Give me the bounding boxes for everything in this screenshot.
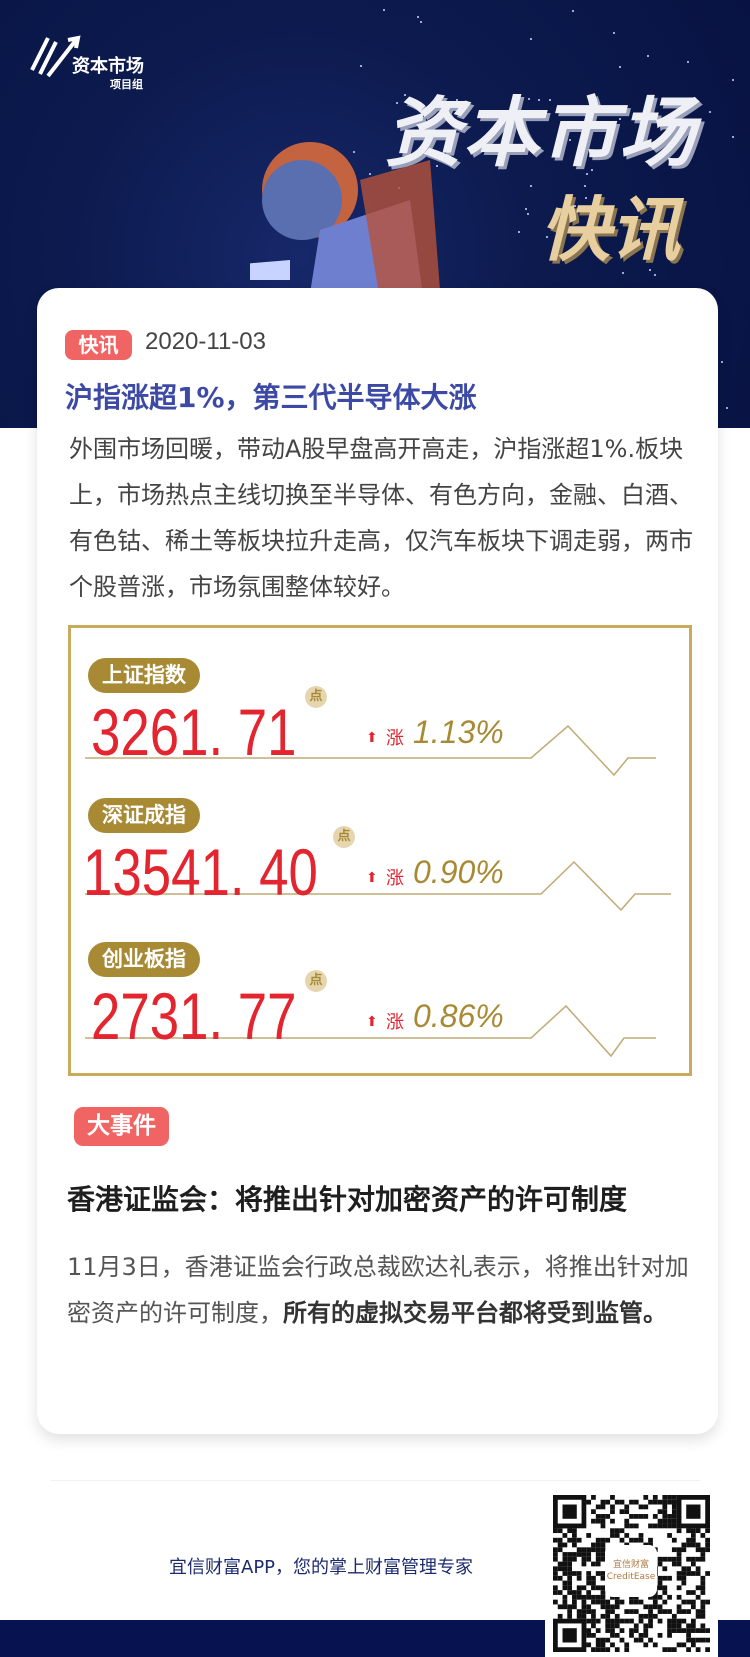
logo-title: 资本市场 (72, 56, 144, 77)
star (528, 97, 531, 100)
star (618, 66, 621, 69)
change-percent: 0.86% (413, 998, 504, 1034)
star (527, 212, 530, 215)
news-date: 2020-11-03 (145, 328, 266, 355)
star (687, 61, 690, 64)
star (622, 271, 625, 274)
star (538, 99, 541, 102)
banner-subtitle: 快讯 (540, 189, 680, 271)
star (546, 235, 549, 238)
star (382, 8, 385, 11)
flash-headline: 沪指涨超1%，第三代半导体大涨 (65, 381, 477, 414)
index-name: 深证成指 (88, 798, 200, 833)
star (404, 94, 407, 97)
zigzag-line (85, 724, 656, 777)
unit-badge: 点 (305, 686, 327, 708)
star (530, 184, 533, 187)
star (549, 98, 552, 101)
unit-badge: 点 (333, 826, 355, 848)
star (455, 99, 458, 102)
star (648, 268, 651, 271)
footer-slogan: 宜信财富APP，您的掌上财富管理专家 (169, 1557, 474, 1578)
index-value: 2731. 77 (91, 979, 297, 1053)
arrow-up-icon: ⬆ (366, 870, 378, 886)
qr-code[interactable]: 宜信财富 CreditEase (545, 1490, 718, 1657)
star (396, 102, 399, 105)
star (436, 165, 439, 168)
star (647, 55, 650, 58)
star (530, 37, 533, 40)
event-body: 11月3日，香港证监会行政总裁欧达礼表示，将推出针对加密资产的许可制度，所有的虚… (67, 1244, 707, 1336)
star (618, 117, 621, 120)
event-body-text: 11月3日，香港证监会行政总裁欧达礼表示，将推出针对加密资产的许可制度， (67, 1253, 689, 1327)
banner-title: 资本市场 (385, 88, 697, 177)
index-row: 深证成指 13541. 40 点 ⬆ 涨 0.90% (71, 798, 689, 938)
star (584, 185, 587, 188)
star (517, 231, 520, 234)
unit-badge: 点 (305, 970, 327, 992)
change-label: 涨 (386, 1012, 404, 1033)
star (417, 15, 420, 18)
star (574, 204, 577, 207)
star (732, 79, 735, 82)
event-headline: 香港证监会：将推出针对加密资产的许可制度 (67, 1183, 628, 1216)
star (612, 32, 615, 35)
logo-arrow-icon (30, 35, 81, 78)
star (720, 361, 723, 364)
zigzag-line (85, 860, 671, 912)
arrow-up-icon: ⬆ (366, 1014, 378, 1030)
star (584, 197, 587, 199)
index-value: 13541. 40 (83, 835, 318, 909)
qr-logo: 宜信财富 CreditEase (605, 1545, 657, 1597)
star (490, 147, 493, 150)
flash-body: 外围市场回暖，带动A股早盘高开高走，沪指涨超1%.板块上，市场热点主线切换至半导… (69, 435, 693, 601)
zigzag-line (85, 1004, 656, 1058)
qr-logo-en: CreditEase (606, 1572, 656, 1582)
change-percent: 0.90% (413, 854, 504, 890)
star (571, 10, 574, 13)
index-name: 创业板指 (88, 942, 200, 977)
index-row: 上证指数 3261. 71 点 ⬆ 涨 1.13% (71, 658, 689, 798)
index-row: 创业板指 2731. 77 点 ⬆ 涨 0.86% (71, 942, 689, 1082)
star (479, 150, 482, 153)
event-badge: 大事件 (74, 1107, 169, 1146)
star (420, 21, 423, 24)
star (732, 136, 735, 139)
index-value: 3261. 71 (91, 695, 297, 769)
star (591, 168, 594, 171)
star (359, 64, 362, 67)
star (369, 173, 372, 176)
divider (50, 1480, 700, 1481)
arrow-up-icon: ⬆ (366, 730, 378, 746)
qr-logo-text: 宜信财富 (612, 1560, 649, 1570)
star (525, 208, 528, 211)
star (352, 151, 355, 154)
change-percent: 1.13% (413, 714, 504, 750)
star (568, 138, 571, 141)
index-name: 上证指数 (88, 658, 200, 693)
star (708, 111, 711, 114)
star (653, 274, 656, 277)
news-card: 快讯 2020-11-03 沪指涨超1%，第三代半导体大涨 外围市场回暖，带动A… (37, 288, 718, 1434)
index-panel: 上证指数 3261. 71 点 ⬆ 涨 1.13% 深证成指 13541. 40… (68, 625, 692, 1076)
flash-badge: 快讯 (65, 330, 132, 360)
change-label: 涨 (386, 868, 404, 889)
event-body-emphasis: 所有的虚拟交易平台都将受到监管。 (283, 1299, 667, 1327)
logo-subtitle: 项目组 (110, 78, 143, 91)
star (585, 172, 588, 175)
change-label: 涨 (386, 728, 404, 749)
star (725, 407, 728, 410)
